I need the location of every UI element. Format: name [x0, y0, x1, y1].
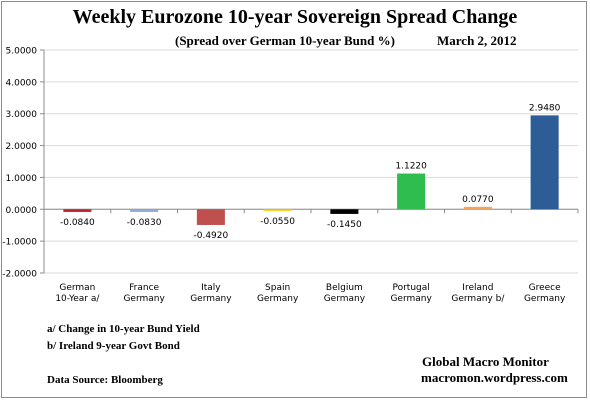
x-category-label: 10-Year a/ — [55, 294, 100, 304]
credit-name: Global Macro Monitor — [422, 354, 549, 369]
y-tick-label: -1.0000 — [2, 238, 37, 248]
x-category-label: Italy — [201, 283, 221, 293]
x-category-label: Germany — [257, 294, 299, 304]
x-category-label: Germany — [390, 294, 432, 304]
bar — [397, 173, 426, 210]
bar-value-label: -0.4920 — [194, 231, 229, 241]
y-tick-label: 5.0000 — [6, 47, 38, 57]
y-tick-label: 1.0000 — [6, 174, 38, 184]
x-category-label: Greece — [529, 283, 561, 293]
x-category-label: Germany — [123, 294, 165, 304]
x-category-label: Portugal — [392, 283, 429, 293]
x-category-label: Spain — [265, 283, 290, 293]
bar — [530, 115, 559, 210]
x-category-label: France — [129, 283, 159, 293]
chart-date: March 2, 2012 — [437, 33, 517, 48]
y-tick-label: 4.0000 — [6, 78, 38, 88]
credit-site: macromon.wordpress.com — [421, 370, 568, 385]
bar-value-label: -0.0550 — [260, 217, 295, 227]
bar-value-label: 2.9480 — [529, 103, 561, 113]
x-category-label: Belgium — [326, 283, 363, 293]
chart-subtitle: (Spread over German 10-year Bund %) — [175, 33, 395, 48]
footnote-a: a/ Change in 10-year Bund Yield — [47, 323, 200, 335]
y-tick-label: 0.0000 — [6, 206, 38, 216]
x-category-label: Germany — [524, 294, 566, 304]
bar — [330, 209, 359, 214]
y-tick-label: 2.0000 — [6, 142, 38, 152]
data-source: Data Source: Bloomberg — [47, 374, 163, 386]
bar-value-label: -0.1450 — [327, 220, 362, 230]
bar — [196, 209, 225, 225]
y-tick-label: -2.0000 — [2, 270, 37, 280]
x-category-label: German — [59, 283, 95, 293]
x-category-label: Germany — [324, 294, 366, 304]
bar-value-label: -0.0840 — [60, 218, 95, 228]
bar-value-label: 1.1220 — [395, 162, 427, 172]
x-category-label: Ireland — [462, 283, 493, 293]
bar-value-label: -0.0830 — [127, 218, 162, 228]
bar — [63, 209, 92, 212]
bar-value-label: 0.0770 — [462, 195, 494, 205]
chart-title: Weekly Eurozone 10-year Sovereign Spread… — [72, 6, 518, 28]
bar — [263, 209, 292, 212]
bar — [463, 206, 492, 210]
x-category-label: Germany — [190, 294, 232, 304]
y-tick-label: 3.0000 — [6, 110, 38, 120]
x-category-label: Germany b/ — [451, 294, 505, 304]
bar — [130, 209, 159, 212]
footnote-b: b/ Ireland 9-year Govt Bond — [47, 340, 180, 352]
